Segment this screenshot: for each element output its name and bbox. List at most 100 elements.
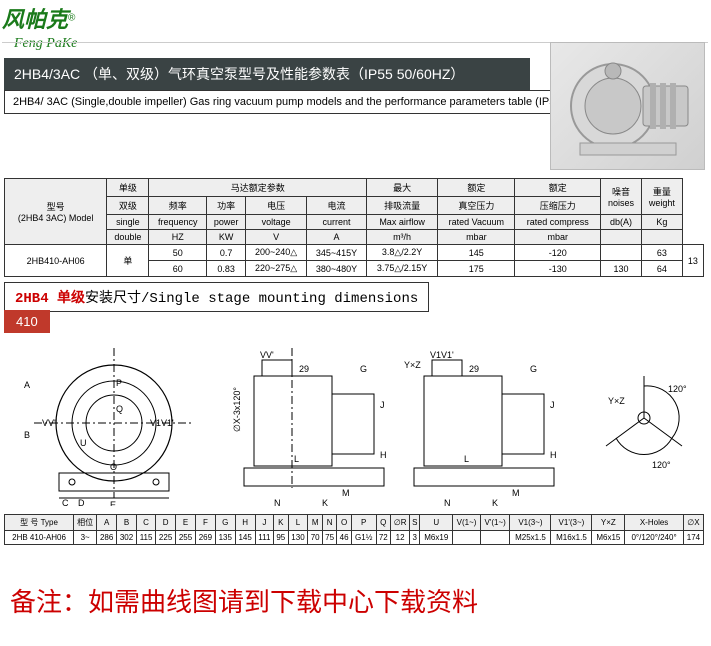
th: E bbox=[176, 515, 196, 531]
svg-text:Q: Q bbox=[116, 404, 123, 414]
th: 频率 bbox=[149, 197, 207, 215]
logo-cn: 风帕克 bbox=[2, 7, 68, 32]
table-row: 型 号 Type相位ABCDEFGHJKLMNOPQ∅RSUV(1~)V'(1~… bbox=[5, 515, 704, 531]
td: 286 bbox=[97, 531, 117, 545]
td: 174 bbox=[683, 531, 703, 545]
th: mbar bbox=[438, 230, 515, 245]
td: 64 bbox=[641, 261, 682, 277]
th: Q bbox=[376, 515, 390, 531]
th: 相位 bbox=[74, 515, 97, 531]
th: KW bbox=[207, 230, 246, 245]
td: 75 bbox=[322, 531, 336, 545]
svg-text:G: G bbox=[360, 364, 367, 374]
svg-text:∅X-3x120°: ∅X-3x120° bbox=[232, 387, 242, 432]
svg-text:J: J bbox=[380, 400, 385, 410]
svg-text:J: J bbox=[550, 400, 555, 410]
table-row: single frequency power voltage current M… bbox=[5, 215, 704, 230]
th: O bbox=[337, 515, 351, 531]
svg-text:120°: 120° bbox=[652, 460, 671, 470]
td: 2HB410-AH06 bbox=[5, 245, 107, 277]
td: 255 bbox=[176, 531, 196, 545]
th: m³/h bbox=[366, 230, 437, 245]
table-row: 2HB 410-AH063~28630211522525526913514511… bbox=[5, 531, 704, 545]
th: 电压 bbox=[246, 197, 307, 215]
td: 63 bbox=[641, 245, 682, 261]
td: 46 bbox=[337, 531, 351, 545]
mounting-title-text: 安装尺寸/Single stage mounting dimensions bbox=[85, 291, 418, 307]
th bbox=[601, 230, 642, 245]
td: 111 bbox=[255, 531, 273, 545]
th: 重量weight bbox=[641, 179, 682, 215]
tech-diagram: VV' V1V1' P Q A B D E O U C VV' 29 G J H… bbox=[4, 338, 704, 506]
th: 额定 bbox=[515, 179, 601, 197]
logo-en: Feng PaKe bbox=[14, 36, 77, 51]
svg-text:E: E bbox=[110, 500, 116, 506]
th: B bbox=[117, 515, 137, 531]
th: Max airflow bbox=[366, 215, 437, 230]
th: K bbox=[274, 515, 288, 531]
td: 200~240△ bbox=[246, 245, 307, 261]
td: 302 bbox=[117, 531, 137, 545]
th: D bbox=[156, 515, 176, 531]
td: 0.83 bbox=[207, 261, 246, 277]
td: -130 bbox=[515, 261, 601, 277]
td: 3 bbox=[410, 531, 420, 545]
td: 130 bbox=[288, 531, 308, 545]
td: M16x1.5 bbox=[551, 531, 592, 545]
th: double bbox=[107, 230, 149, 245]
svg-text:U: U bbox=[80, 438, 87, 448]
th: db(A) bbox=[601, 215, 642, 230]
td: 345~415Y bbox=[307, 245, 367, 261]
mounting-title-red: 2HB4 单级 bbox=[15, 291, 85, 307]
td: 0°/120°/240° bbox=[625, 531, 684, 545]
svg-text:C: C bbox=[62, 498, 69, 506]
td: M6x15 bbox=[592, 531, 625, 545]
reg-mark: ® bbox=[68, 13, 75, 24]
th: V bbox=[246, 230, 307, 245]
svg-text:29: 29 bbox=[469, 364, 479, 374]
th: A bbox=[307, 230, 367, 245]
td: 50 bbox=[149, 245, 207, 261]
th bbox=[641, 230, 682, 245]
th: Kg bbox=[641, 215, 682, 230]
td: 单 bbox=[107, 245, 149, 277]
svg-text:N: N bbox=[444, 498, 451, 506]
svg-text:K: K bbox=[492, 498, 498, 506]
th: single bbox=[107, 215, 149, 230]
td: 3.8△/2.2Y bbox=[366, 245, 437, 261]
th: J bbox=[255, 515, 273, 531]
td: 145 bbox=[438, 245, 515, 261]
td: 0.7 bbox=[207, 245, 246, 261]
td: 72 bbox=[376, 531, 390, 545]
th: V1(3~) bbox=[510, 515, 551, 531]
svg-text:N: N bbox=[274, 498, 281, 506]
th: 单级 bbox=[107, 179, 149, 197]
td bbox=[480, 531, 510, 545]
td: 220~275△ bbox=[246, 261, 307, 277]
td: 3.75△/2.15Y bbox=[366, 261, 437, 277]
logo: 风帕克® Feng PaKe bbox=[2, 2, 77, 52]
th: A bbox=[97, 515, 117, 531]
svg-text:120°: 120° bbox=[668, 384, 687, 394]
title-cn: 2HB4/3AC （单、双级）气环真空泵型号及性能参数表（IP55 50/60H… bbox=[4, 58, 530, 90]
td: M25x1.5 bbox=[510, 531, 551, 545]
spec-table: 型号(2HB4 3AC) Model 单级 马达额定参数 最大 额定 额定 噪音… bbox=[4, 178, 704, 277]
td: 3~ bbox=[74, 531, 97, 545]
td: 380~480Y bbox=[307, 261, 367, 277]
td: 175 bbox=[438, 261, 515, 277]
th: 双级 bbox=[107, 197, 149, 215]
th: 排吸流量 bbox=[366, 197, 437, 215]
th: N bbox=[322, 515, 336, 531]
th: 最大 bbox=[366, 179, 437, 197]
th: frequency bbox=[149, 215, 207, 230]
td: G1½ bbox=[351, 531, 376, 545]
td: 2HB 410-AH06 bbox=[5, 531, 74, 545]
td: 130 bbox=[601, 261, 642, 277]
svg-text:VV': VV' bbox=[42, 418, 56, 428]
svg-text:V1V1': V1V1' bbox=[150, 418, 174, 428]
th: V1'(3~) bbox=[551, 515, 592, 531]
th: L bbox=[288, 515, 308, 531]
th: 压缩压力 bbox=[515, 197, 601, 215]
th: V'(1~) bbox=[480, 515, 510, 531]
th: V(1~) bbox=[453, 515, 481, 531]
